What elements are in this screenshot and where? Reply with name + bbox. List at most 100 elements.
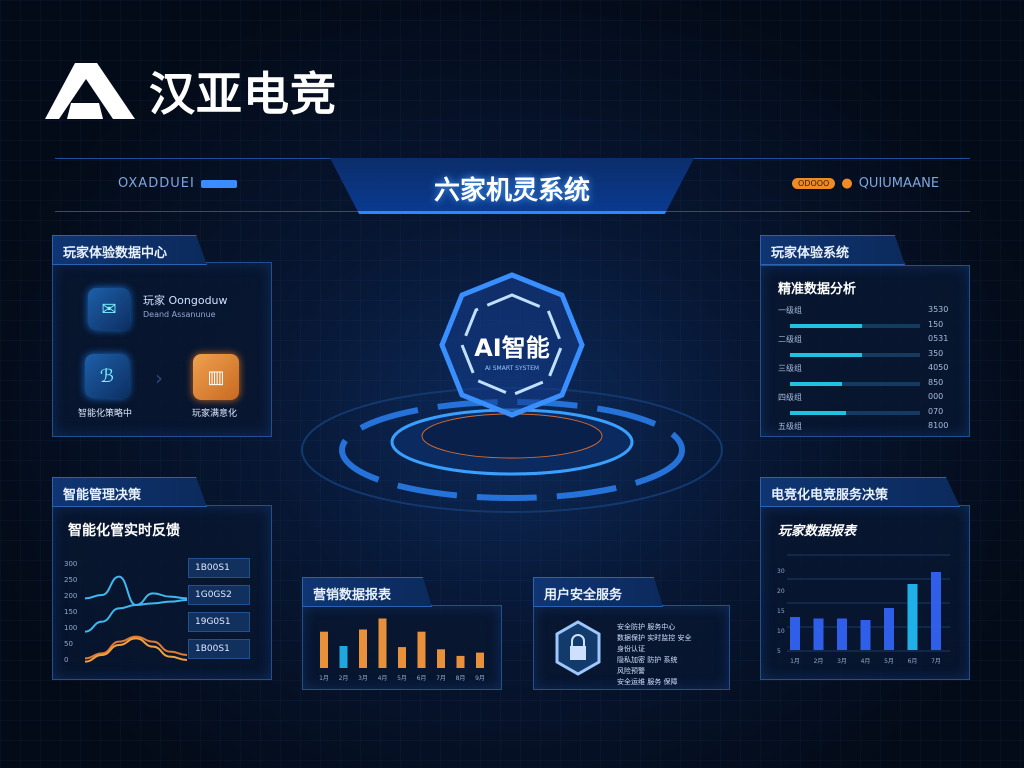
- bar: [359, 629, 367, 668]
- value-box: 1G0GS2: [188, 585, 250, 605]
- value-box: 1B00S1: [188, 639, 250, 659]
- x-tick: 4月: [861, 658, 871, 665]
- line-series-3: [84, 637, 188, 663]
- service-line: 隐私加密 防护 系统: [617, 656, 678, 664]
- panel-service-tab[interactable]: 用户安全服务: [533, 577, 663, 607]
- y-tick: 200: [64, 592, 78, 600]
- bar: [398, 647, 406, 668]
- header-left-text: OXADDUEI: [118, 176, 195, 191]
- header-right-code: ODOOO ● QUIUMAANE: [792, 176, 939, 191]
- y-tick: 15: [777, 608, 785, 615]
- y-tick: 10: [777, 628, 785, 635]
- y-tick: 100: [64, 624, 78, 632]
- header-right-text: QUIUMAANE: [858, 176, 940, 191]
- bar: [837, 618, 847, 650]
- step2-label: 玩家满意化: [192, 409, 238, 419]
- chart-icon[interactable]: ℬ: [85, 354, 129, 398]
- x-tick: 7月: [436, 675, 446, 682]
- chevron-right-icon: ›: [155, 366, 163, 390]
- header-pill: ODOOO: [792, 178, 836, 189]
- item-subtitle: Deand Assanunue: [143, 310, 216, 319]
- x-tick: 7月: [931, 658, 941, 665]
- row-value: 4050: [928, 363, 949, 372]
- bar: [790, 617, 800, 650]
- x-tick: 9月: [475, 675, 485, 682]
- panel-system: [760, 265, 970, 437]
- shop-bag-icon[interactable]: ▥: [193, 354, 239, 400]
- bar: [907, 584, 918, 650]
- bar: [437, 649, 445, 668]
- value-box: 19G0S1: [188, 612, 250, 632]
- bar: [813, 618, 824, 650]
- header-left-code: OXADDUEI: [118, 176, 237, 191]
- x-tick: 3月: [358, 675, 368, 682]
- row-label: 二级组: [778, 335, 802, 344]
- row-label: 三级组: [778, 364, 802, 373]
- panel-ops-tab[interactable]: 营销数据报表: [302, 577, 432, 607]
- progress-bar: [790, 352, 920, 357]
- logo: 汉亚电竞: [45, 58, 337, 124]
- bar: [456, 655, 465, 668]
- x-tick: 3月: [837, 658, 847, 665]
- row-label: 四级组: [778, 393, 802, 402]
- hologram: AI智能 AI SMART SYSTEM: [301, 272, 723, 513]
- alert-icon: ●: [841, 176, 853, 191]
- hologram-label: AI智能: [474, 334, 550, 362]
- service-line: 安全防护 服务中心: [617, 623, 676, 631]
- line-series-1: [84, 599, 188, 633]
- progress-bar: [790, 410, 920, 415]
- x-tick: 6月: [417, 675, 427, 682]
- bar: [931, 572, 941, 650]
- x-tick: 6月: [908, 658, 918, 665]
- x-tick: 2月: [814, 658, 824, 665]
- value-box: 1B00S1: [188, 558, 250, 578]
- y-tick: 5: [777, 648, 781, 655]
- y-tick: 150: [64, 608, 78, 616]
- bar: [339, 646, 348, 668]
- a-logo-icon: [45, 63, 135, 119]
- progress-bar-fill: [790, 410, 846, 415]
- row-value: 000: [928, 392, 944, 401]
- panel-feedback-tab[interactable]: 智能管理决策: [52, 477, 207, 507]
- panel-system-subtitle: 精准数据分析: [778, 282, 857, 297]
- line-series-2: [84, 635, 188, 660]
- line-chart: [84, 575, 188, 663]
- bar: [860, 620, 871, 650]
- x-tick: 5月: [884, 658, 894, 665]
- progress-bar-fill: [790, 352, 862, 357]
- row-label: 一级组: [778, 306, 802, 315]
- title-plate: [330, 158, 694, 214]
- panel-ranking-tab[interactable]: 电竞化电竞服务决策: [760, 477, 960, 507]
- row-label: 五级组: [778, 422, 802, 431]
- progress-bar-fill: [790, 323, 862, 328]
- service-line: 安全运维 服务 保障: [617, 678, 678, 686]
- x-tick: 8月: [456, 675, 466, 682]
- status-bar-icon: [200, 179, 237, 188]
- panel-feedback-subtitle: 智能化管实时反馈: [68, 523, 180, 539]
- hologram-sublabel: AI SMART SYSTEM: [485, 365, 539, 372]
- x-tick: 1月: [319, 675, 329, 682]
- progress-bar: [790, 323, 920, 328]
- item-title: 玩家 Oongoduw: [143, 294, 228, 307]
- y-tick: 0: [64, 656, 69, 664]
- y-tick: 20: [777, 588, 785, 595]
- panel-experience-tab[interactable]: 玩家体验数据中心: [52, 235, 207, 265]
- octagon-inner: [460, 293, 564, 397]
- row-value: 0531: [928, 334, 949, 343]
- panel-system-tab[interactable]: 玩家体验系统: [760, 235, 905, 265]
- row-value: 150: [928, 319, 944, 329]
- page-title: 六家机灵系统: [433, 176, 590, 206]
- bar-chart-ops: 1月 2月 3月 4月 5月 6月 7月 8月 9月: [319, 618, 485, 682]
- progress-bar: [790, 381, 920, 386]
- row-value: 8100: [928, 421, 949, 430]
- service-line: 风险预警: [617, 667, 645, 675]
- x-tick: 2月: [339, 675, 349, 682]
- panel-ranking-subtitle: 玩家数据报表: [778, 524, 857, 539]
- row-value: 350: [928, 348, 944, 358]
- x-tick: 5月: [397, 675, 407, 682]
- logo-text: 汉亚电竞: [149, 67, 337, 121]
- folder-icon[interactable]: ✉: [88, 288, 130, 330]
- step1-label: 智能化策略中: [78, 409, 133, 419]
- y-tick: 250: [64, 576, 78, 584]
- service-line: 数据保护 实时监控 安全: [617, 634, 692, 642]
